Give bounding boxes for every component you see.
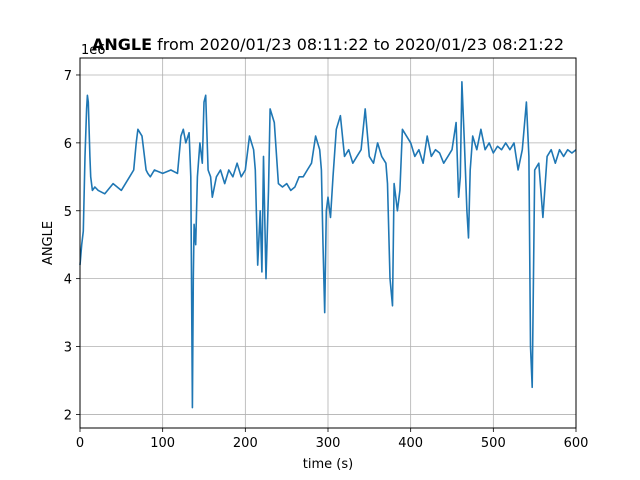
y-tick-label: 6 <box>64 137 72 152</box>
series-line-angle <box>79 81 577 409</box>
y-tick-label: 5 <box>64 205 72 220</box>
x-tick-label: 100 <box>150 436 175 451</box>
chart-title: ANGLE from 2020/01/23 08:11:22 to 2020/0… <box>92 35 564 54</box>
y-axis-label: ANGLE <box>41 221 56 265</box>
y-axis-ticks: 2 3 4 5 6 7 <box>64 69 80 423</box>
x-tick-label: 600 <box>564 436 589 451</box>
chart-title-rest: from 2020/01/23 08:11:22 to 2020/01/23 0… <box>152 35 564 54</box>
x-tick-label: 500 <box>481 436 506 451</box>
x-axis-label: time (s) <box>303 457 353 472</box>
y-tick-label: 4 <box>64 273 72 288</box>
x-tick-label: 400 <box>398 436 423 451</box>
y-tick-label: 2 <box>64 408 72 423</box>
chart-title-bold: ANGLE <box>92 35 152 54</box>
y-tick-label: 3 <box>64 341 72 356</box>
x-axis-ticks: 0 100 200 300 400 500 600 <box>76 428 589 451</box>
series-layer <box>79 81 577 409</box>
x-tick-label: 200 <box>233 436 258 451</box>
y-offset-label: 1e6 <box>81 43 106 58</box>
x-tick-label: 300 <box>316 436 341 451</box>
y-tick-label: 7 <box>64 69 72 84</box>
x-tick-label: 0 <box>76 436 84 451</box>
